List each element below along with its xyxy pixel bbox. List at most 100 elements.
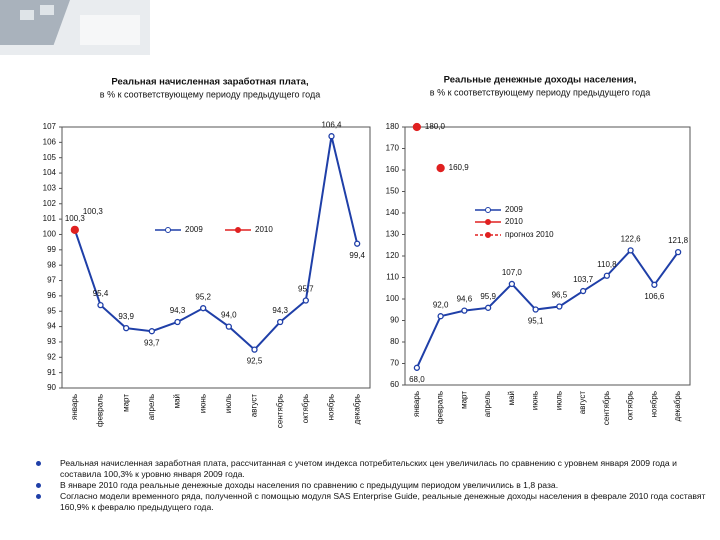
data-label: 95,7	[298, 285, 314, 294]
x-tick-label: август	[250, 394, 259, 418]
data-label: 95,1	[528, 317, 544, 326]
data-point	[651, 281, 658, 288]
y-tick-label: 95	[47, 306, 56, 315]
legend-marker	[485, 207, 491, 213]
y-tick-label: 105	[43, 153, 57, 162]
x-tick-label: февраль	[96, 394, 105, 427]
data-point	[200, 305, 207, 312]
y-tick-label: 90	[390, 316, 399, 325]
x-tick-label: сентябрь	[275, 394, 284, 428]
y-tick-label: 103	[43, 184, 57, 193]
x-tick-label: июль	[224, 394, 233, 413]
series-line	[415, 248, 679, 369]
y-tick-label: 60	[390, 380, 399, 389]
x-tick-label: апрель	[147, 394, 156, 420]
x-tick-label: август	[578, 391, 587, 415]
data-point	[413, 364, 421, 371]
x-tick-label: февраль	[436, 391, 445, 424]
y-tick-label: 102	[43, 199, 57, 208]
legend-label: 2009	[505, 205, 523, 214]
legend-marker	[485, 219, 491, 225]
data-point	[328, 133, 335, 140]
data-label: 94,3	[170, 306, 186, 315]
y-tick-label: 120	[386, 251, 400, 260]
data-label: 68,0	[409, 375, 425, 384]
data-point	[627, 247, 634, 254]
y-tick-label: 150	[386, 187, 400, 196]
legend-label: 2010	[255, 225, 273, 234]
y-tick-label: 96	[47, 291, 56, 300]
chart-subtitle: в % к соответствующему периоду предыдуще…	[100, 89, 320, 99]
x-tick-label: январь	[70, 394, 79, 420]
series-line	[73, 135, 359, 352]
charts: Реальная начисленная заработная плата,в …	[0, 0, 691, 428]
x-tick-label: сентябрь	[602, 391, 611, 425]
y-tick-label: 90	[47, 383, 56, 392]
y-tick-label: 160	[386, 165, 400, 174]
y-tick-label: 93	[47, 337, 56, 346]
y-tick-label: 99	[47, 245, 56, 254]
data-point	[70, 225, 79, 235]
legend-label: 2010	[505, 217, 523, 226]
bullet: Реальная начисленная заработная плата, р…	[36, 458, 716, 480]
data-label: 93,9	[118, 312, 134, 321]
data-point	[412, 122, 422, 132]
data-point	[174, 318, 181, 326]
x-tick-label: июнь	[198, 394, 207, 413]
y-tick-label: 106	[43, 137, 57, 146]
data-point	[436, 163, 445, 173]
y-tick-label: 92	[47, 352, 56, 361]
data-point	[123, 324, 130, 332]
decoration	[0, 0, 150, 55]
data-point	[484, 304, 492, 311]
y-tick-label: 100	[386, 294, 400, 303]
x-tick-label: май	[173, 394, 182, 408]
data-label: 160,9	[449, 163, 470, 172]
x-tick-label: июль	[554, 391, 563, 410]
bullet: Согласно модели временного ряда, получен…	[36, 491, 716, 513]
data-point	[354, 240, 361, 247]
bullets: Реальная начисленная заработная плата, р…	[36, 458, 716, 513]
data-label: 106,4	[321, 120, 342, 129]
data-label: 96,5	[552, 291, 568, 300]
bullet: В январе 2010 года реальные денежные дох…	[36, 480, 716, 491]
data-point	[579, 287, 587, 295]
x-tick-label: апрель	[483, 391, 492, 417]
x-tick-label: июнь	[531, 391, 540, 410]
data-label: 107,0	[502, 268, 523, 277]
data-label: 92,0	[433, 300, 449, 309]
data-label: 94,6	[457, 295, 473, 304]
y-tick-label: 91	[47, 368, 56, 377]
y-tick-label: 104	[43, 168, 57, 177]
y-tick-label: 97	[47, 276, 56, 285]
data-label: 95,4	[93, 289, 109, 298]
data-point	[508, 280, 516, 288]
data-label: 93,7	[144, 338, 160, 347]
x-tick-label: октябрь	[301, 394, 310, 423]
y-tick-label: 70	[390, 359, 399, 368]
plot-area	[61, 126, 371, 389]
x-tick-label: май	[507, 391, 516, 405]
data-label: 121,8	[668, 236, 689, 245]
chart-subtitle: в % к соответствующему периоду предыдуще…	[430, 87, 650, 97]
data-point	[437, 313, 444, 320]
legend-label: 2009	[185, 225, 203, 234]
y-tick-label: 130	[386, 230, 400, 239]
x-tick-label: декабрь	[673, 391, 682, 421]
chart-title: Реальные денежные доходы населения,	[444, 75, 637, 86]
data-label: 103,7	[573, 275, 594, 284]
y-tick-label: 170	[386, 144, 400, 153]
data-point	[532, 306, 539, 313]
data-label: 95,2	[195, 292, 211, 301]
y-tick-label: 94	[47, 322, 56, 331]
data-label: 100,3	[83, 207, 104, 216]
y-tick-label: 80	[390, 337, 399, 346]
y-tick-label: 107	[43, 122, 57, 131]
x-tick-label: март	[459, 391, 468, 409]
data-point	[674, 248, 682, 256]
y-tick-label: 101	[43, 214, 57, 223]
data-point	[148, 328, 155, 335]
data-point	[225, 323, 232, 330]
x-tick-label: декабрь	[352, 394, 361, 424]
